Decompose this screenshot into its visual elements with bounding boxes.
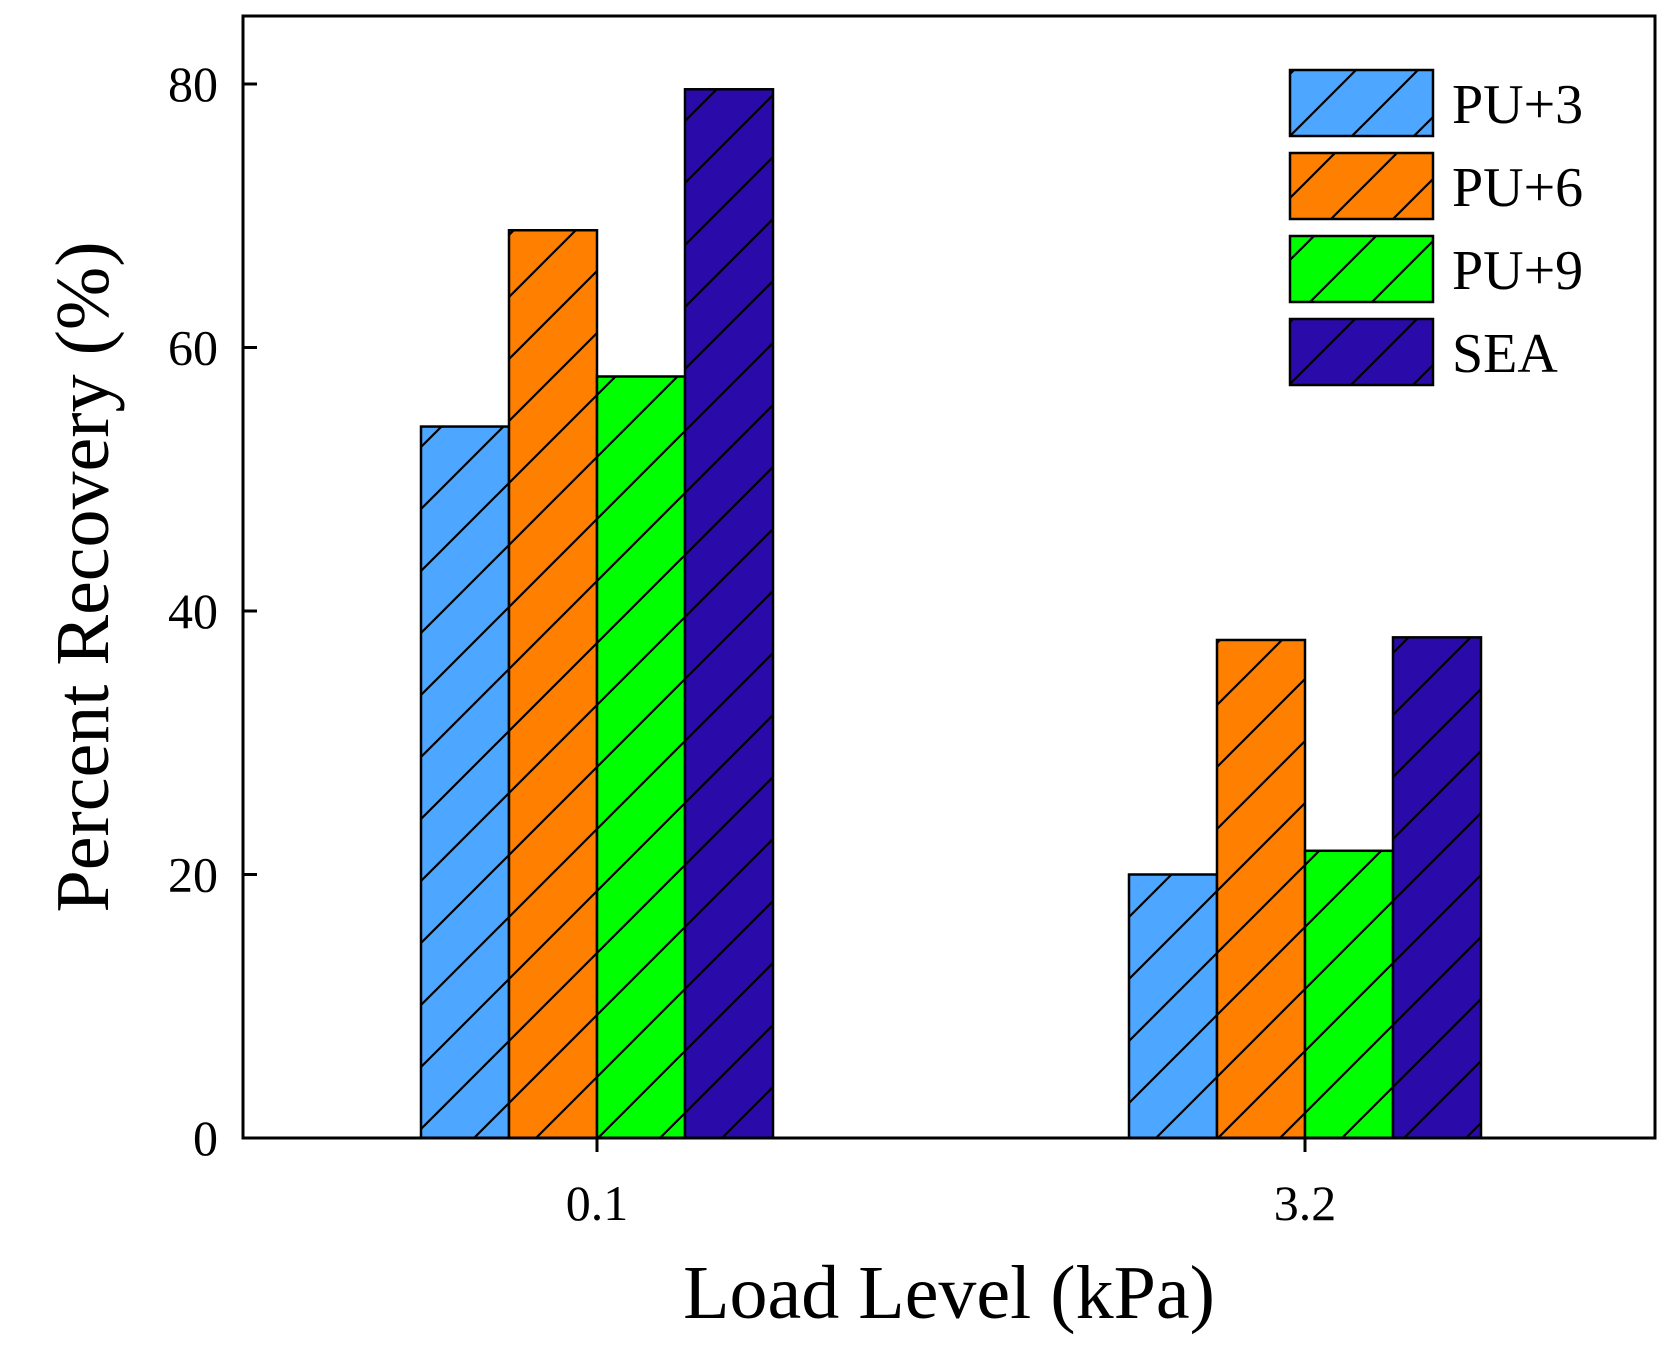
legend-item-pu3: PU+3 [1288,68,1583,138]
legend-label: PU+9 [1452,240,1583,302]
x-axis: 0.1 3.2 [566,1138,1337,1231]
bar-hatch [419,425,511,1140]
bar-hatch [1303,849,1395,1140]
y-tick-label: 80 [168,56,218,112]
legend-label: SEA [1452,323,1558,385]
x-tick-label: 0.1 [566,1175,629,1231]
legend-swatch-hatch [1288,317,1435,387]
legend-swatch-hatch [1288,234,1435,304]
bar-pu9-0-1 [595,375,687,1140]
y-tick-label: 40 [168,583,218,639]
legend-label: PU+6 [1452,157,1583,219]
bar-pu6-3-2 [1215,638,1307,1140]
bar-pu3-3-2 [1127,873,1219,1140]
legend-item-pu9: PU+9 [1288,234,1583,304]
legend-label: PU+3 [1452,74,1583,136]
bar-hatch [1391,636,1483,1140]
bar-hatch [1215,638,1307,1140]
bars-layer [419,88,1483,1140]
bar-pu6-0-1 [507,228,599,1140]
bar-pu9-3-2 [1303,849,1395,1140]
legend-swatch-hatch [1288,151,1435,221]
y-axis-title: Percent Recovery (%) [41,241,125,912]
bar-pu3-0-1 [419,425,511,1140]
plot-area [241,14,1657,1140]
bar-hatch [683,88,775,1140]
legend-swatch-hatch [1288,68,1435,138]
y-tick-label: 20 [168,847,218,903]
legend-item-pu6: PU+6 [1288,151,1583,221]
bar-hatch [507,228,599,1140]
y-axis: 0 20 40 60 80 [168,56,257,1166]
legend-item-sea: SEA [1288,317,1558,387]
bar-hatch [1127,873,1219,1140]
y-tick-label: 60 [168,320,218,376]
legend: PU+3 PU+6 PU+9 SEA [1288,68,1583,387]
bar-hatch [595,375,687,1140]
x-axis-title: Load Level (kPa) [683,1251,1215,1335]
plot-frame [241,14,1657,1140]
bar-sea-0-1 [683,88,775,1140]
bar-sea-3-2 [1391,636,1483,1140]
x-tick-label: 3.2 [1274,1175,1337,1231]
y-tick-label: 0 [193,1110,218,1166]
